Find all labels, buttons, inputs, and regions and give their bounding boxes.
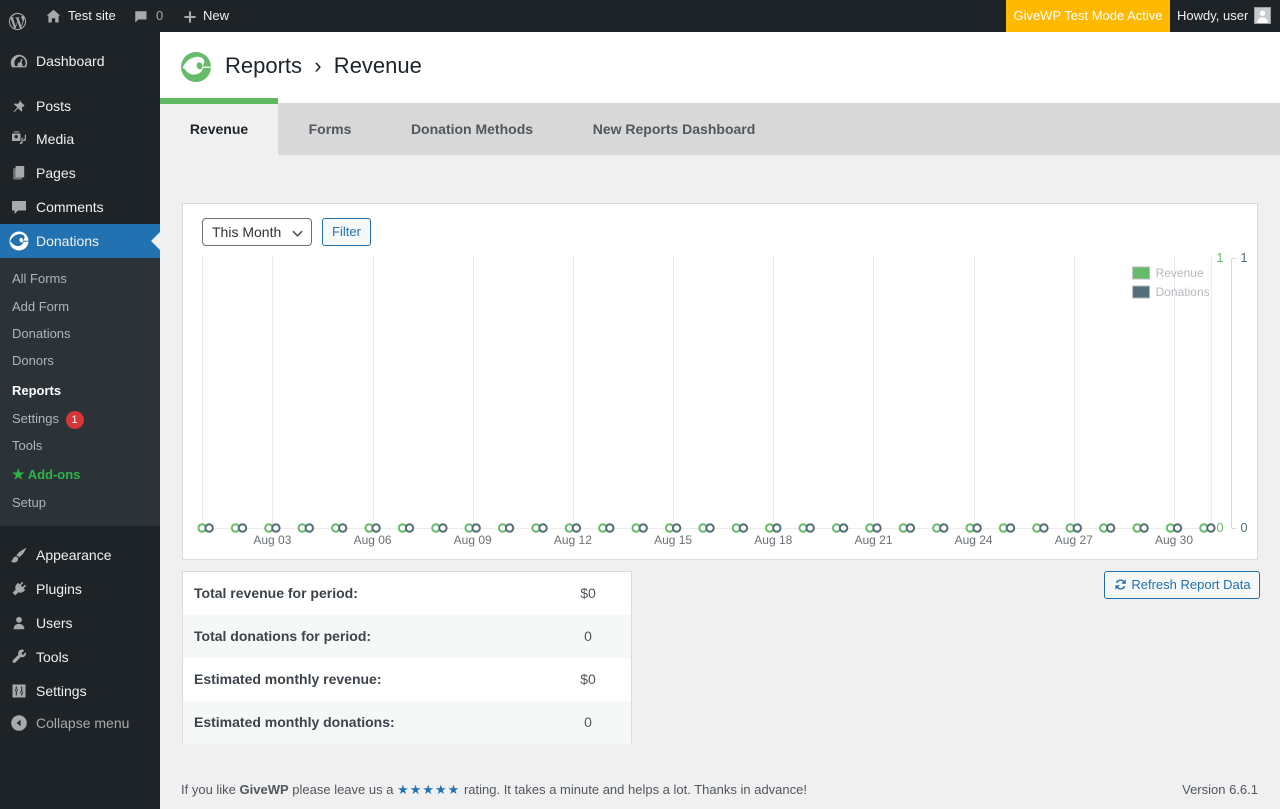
svg-text:Aug 15: Aug 15: [654, 533, 692, 547]
svg-text:Aug 18: Aug 18: [754, 533, 792, 547]
svg-text:1: 1: [1240, 251, 1247, 265]
svg-text:Aug 12: Aug 12: [554, 533, 592, 547]
svg-text:Aug 24: Aug 24: [955, 533, 993, 547]
svg-text:Aug 09: Aug 09: [454, 533, 492, 547]
svg-text:1: 1: [1216, 251, 1223, 265]
svg-text:Aug 27: Aug 27: [1055, 533, 1093, 547]
svg-text:0: 0: [1216, 520, 1223, 535]
svg-text:Aug 06: Aug 06: [354, 533, 392, 547]
svg-text:0: 0: [1240, 520, 1247, 535]
svg-text:Aug 30: Aug 30: [1155, 533, 1193, 547]
svg-text:Aug 21: Aug 21: [854, 533, 892, 547]
svg-text:Aug 03: Aug 03: [253, 533, 291, 547]
svg-text:Revenue: Revenue: [1156, 266, 1204, 280]
svg-text:Donations: Donations: [1156, 285, 1210, 299]
